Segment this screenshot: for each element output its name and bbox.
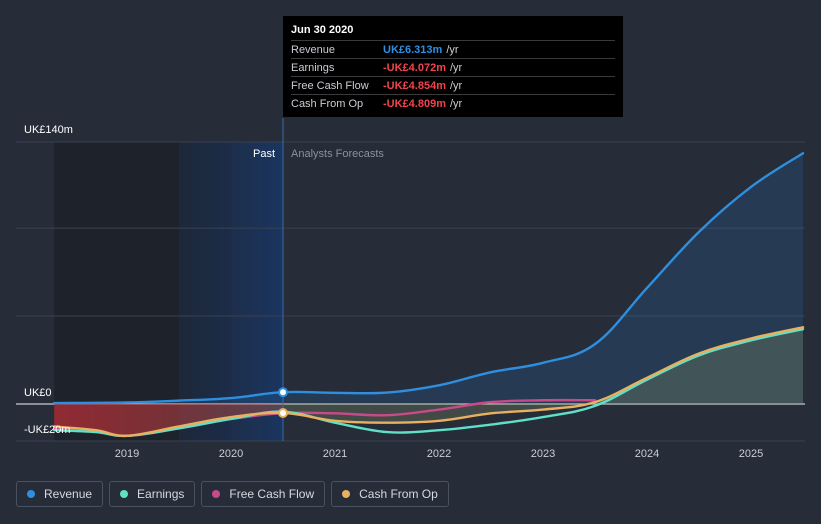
tooltip-date: Jun 30 2020 xyxy=(291,24,354,36)
tooltip-row-earnings: Earnings -UK£4.072m /yr xyxy=(291,58,615,76)
legend-item-cash-from-op[interactable]: Cash From Op xyxy=(331,481,449,507)
chart-tooltip: Jun 30 2020 Revenue UK£6.313m /yr Earnin… xyxy=(283,16,623,117)
legend: Revenue Earnings Free Cash Flow Cash Fro… xyxy=(16,481,455,507)
legend-dot-icon xyxy=(120,490,129,498)
revenue-area xyxy=(54,153,803,404)
legend-label: Earnings xyxy=(137,487,185,501)
x-tick-label: 2025 xyxy=(739,448,763,460)
legend-dot-icon xyxy=(27,490,35,498)
x-tick-label: 2023 xyxy=(531,448,555,460)
x-tick-label: 2022 xyxy=(427,448,451,460)
past-label: Past xyxy=(253,148,275,160)
x-tick-label: 2021 xyxy=(323,448,347,460)
tooltip-unit: /yr xyxy=(449,97,463,110)
cash-marker xyxy=(278,407,288,418)
y-tick-label: -UK£20m xyxy=(24,424,70,436)
tooltip-label: Cash From Op xyxy=(291,97,364,110)
legend-label: Cash From Op xyxy=(359,487,438,501)
tooltip-row-revenue: Revenue UK£6.313m /yr xyxy=(291,40,615,58)
legend-item-revenue[interactable]: Revenue xyxy=(16,481,104,507)
tooltip-label: Free Cash Flow xyxy=(291,79,369,92)
x-tick-label: 2019 xyxy=(115,448,139,460)
tooltip-label: Revenue xyxy=(291,43,336,56)
legend-dot-icon xyxy=(212,490,221,498)
tooltip-value: UK£6.313m xyxy=(383,43,443,56)
legend-label: Free Cash Flow xyxy=(229,487,315,501)
tooltip-value: -UK£4.072m xyxy=(383,61,446,74)
revenue-marker xyxy=(278,387,288,398)
tooltip-row-cash-from-op: Cash From Op -UK£4.809m /yr xyxy=(291,94,615,112)
tooltip-unit: /yr xyxy=(449,79,463,92)
tooltip-value: -UK£4.809m xyxy=(383,97,446,110)
x-tick-label: 2020 xyxy=(219,448,243,460)
legend-item-earnings[interactable]: Earnings xyxy=(109,481,196,507)
tooltip-label: Earnings xyxy=(291,61,335,74)
negative-earnings-area xyxy=(54,404,284,436)
tooltip-unit: /yr xyxy=(449,61,463,74)
tooltip-row-free-cash-flow: Free Cash Flow -UK£4.854m /yr xyxy=(291,76,615,94)
y-tick-label: UK£140m xyxy=(24,124,73,136)
past-band-early xyxy=(54,142,180,441)
past-highlight-band xyxy=(179,142,283,441)
cash-from-op-line xyxy=(53,326,805,438)
legend-item-free-cash-flow[interactable]: Free Cash Flow xyxy=(201,481,326,507)
tooltip-value: -UK£4.854m xyxy=(383,79,446,92)
legend-label: Revenue xyxy=(44,487,93,501)
revenue-line xyxy=(53,152,805,405)
x-tick-label: 2024 xyxy=(635,448,659,460)
y-tick-label: UK£0 xyxy=(24,387,52,399)
tooltip-unit: /yr xyxy=(446,43,459,56)
forecast-label: Analysts Forecasts xyxy=(291,148,384,160)
legend-dot-icon xyxy=(342,490,351,498)
